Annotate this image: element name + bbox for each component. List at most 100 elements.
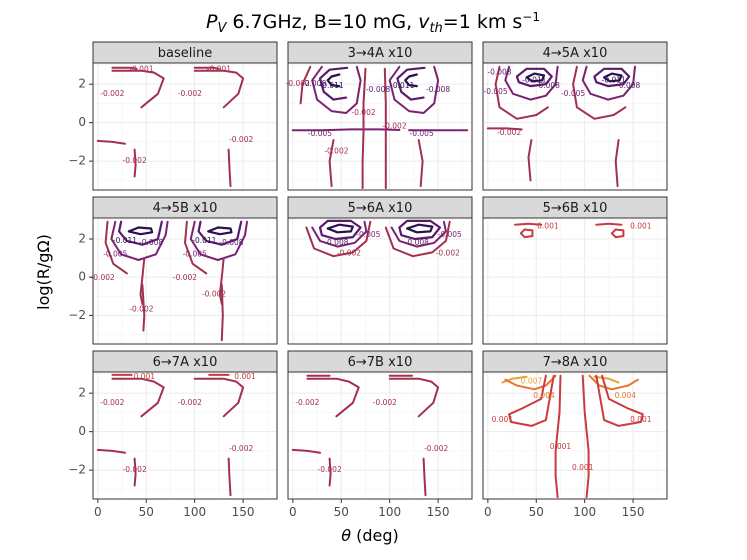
contour-label: 0.001 xyxy=(537,222,559,231)
contour-line xyxy=(388,65,440,114)
x-tick-label: 50 xyxy=(334,505,349,519)
contour-line xyxy=(306,377,360,418)
chart-title: PV 6.7GHz, B=10 mG, vth=1 km s−1 xyxy=(206,10,540,36)
y-tick-label: 2 xyxy=(78,77,86,91)
contour-label: -0.002 xyxy=(337,248,361,257)
strip-background xyxy=(482,196,668,219)
contour-label: -0.005 xyxy=(410,129,434,138)
x-axis-title-symbol: θ xyxy=(341,526,351,545)
contour-line xyxy=(572,65,627,120)
contour-line xyxy=(104,220,128,275)
contour-line xyxy=(318,219,362,241)
strip-background xyxy=(287,350,473,373)
strip-background xyxy=(482,41,668,64)
contour-line xyxy=(593,375,620,384)
contour-line xyxy=(614,139,620,188)
contour-line xyxy=(133,148,137,178)
contour-line xyxy=(406,223,434,234)
contour-line xyxy=(504,65,559,101)
contour-line xyxy=(602,72,623,83)
contour-label: -0.011 xyxy=(390,81,414,90)
contour-label: -0.005 xyxy=(308,129,332,138)
facet-panel: -0.002-0.008-0.011 -0.008 -0.011 -0.008-0.0… xyxy=(286,41,473,191)
contour-line xyxy=(141,283,146,332)
contour-line xyxy=(111,377,165,418)
facet-panel: -0.008 -0.008 -0.005 -0.005 -0.002 -0.002 5→6A… xyxy=(287,196,473,345)
facet-panel: -0.011 -0.011-0.008-0.008 -0.008-0.005 -0.0… xyxy=(482,41,668,191)
contour-line xyxy=(326,73,341,88)
contour-label: -0.008 xyxy=(487,68,511,77)
contour-label: -0.008 xyxy=(324,238,348,247)
contour-label: -0.011 xyxy=(192,236,216,245)
strip-background xyxy=(92,350,278,373)
strip-background xyxy=(287,41,473,64)
contour-label: -0.005 xyxy=(438,230,462,239)
contour-line xyxy=(117,220,163,246)
contour-label: 0.007 xyxy=(521,377,543,386)
contour-label: 0.001 xyxy=(630,222,652,231)
contour-label: 0.001 xyxy=(630,415,652,424)
contour-line xyxy=(588,374,639,391)
strip-label: 6→7B x10 xyxy=(348,355,413,370)
contour-label: -0.008 xyxy=(405,238,429,247)
contour-line xyxy=(111,69,165,109)
contour-line xyxy=(595,374,644,427)
contour-line xyxy=(422,457,427,497)
contour-line xyxy=(207,226,233,236)
contour-label: -0.001 xyxy=(207,65,231,74)
x-axis-title: θ (deg) xyxy=(341,526,399,545)
y-tick-label: 2 xyxy=(78,386,86,400)
contour-label: -0.002 xyxy=(286,79,310,88)
contour-line xyxy=(127,226,154,236)
x-tick-label: 150 xyxy=(232,505,255,519)
title-prefix: P xyxy=(206,11,218,33)
strip-label: 5→6A x10 xyxy=(348,201,413,216)
contour-line xyxy=(610,228,625,239)
y-tick-label: 0 xyxy=(78,270,86,284)
x-tick-label: 0 xyxy=(289,505,297,519)
contour-line xyxy=(291,448,321,454)
y-tick-label: −2 xyxy=(68,154,86,168)
contour-line xyxy=(390,220,447,248)
contour-line xyxy=(486,127,523,131)
contour-line xyxy=(311,220,368,248)
contour-line xyxy=(96,139,126,145)
contour-line xyxy=(581,374,590,499)
contour-line xyxy=(525,72,546,83)
contour-label: -0.005 xyxy=(483,87,507,96)
panel-background xyxy=(483,372,667,499)
contour-label: -0.002 xyxy=(351,108,375,117)
panel-background xyxy=(93,372,277,499)
contour-label: -0.002 xyxy=(173,273,197,282)
contour-line xyxy=(417,139,424,188)
y-tick-label: −2 xyxy=(68,308,86,322)
x-tick-label: 100 xyxy=(183,505,206,519)
facet-panel: -0.002 -0.002 -0.002 -0.002 6→7B x10 0 50 100 15… xyxy=(287,350,473,519)
contour-label: -0.002 xyxy=(373,398,397,407)
x-tick-label: 150 xyxy=(622,505,645,519)
contour-line xyxy=(184,220,208,275)
strip-background xyxy=(482,350,668,373)
contour-line xyxy=(193,66,220,70)
contour-label: -0.002 xyxy=(436,248,460,257)
contour-label: -0.002 xyxy=(178,398,202,407)
contour-label: -0.002 xyxy=(497,128,521,137)
contour-label: -0.005 xyxy=(183,249,207,258)
contour-label: -0.005 xyxy=(561,89,585,98)
contour-label: -0.005 xyxy=(103,249,127,258)
contour-line xyxy=(504,374,557,391)
contour-label: -0.002 xyxy=(295,398,319,407)
contour-label: 0.001 xyxy=(572,463,594,472)
contour-label: 0.004 xyxy=(533,391,555,400)
facet-panel: 0.007 0.004 0.004 0.001 0.001 0.001 0.001 7→8A … xyxy=(482,350,668,519)
contour-line xyxy=(515,67,553,88)
contour-label: 0.001 xyxy=(492,415,514,424)
contour-label: -0.008 xyxy=(366,85,390,94)
contour-label: -0.005 xyxy=(356,230,380,239)
y-tick-label: −2 xyxy=(68,463,86,477)
contour-line xyxy=(581,65,636,101)
contour-label: -0.008 xyxy=(426,85,450,94)
contour-label: -0.002 xyxy=(202,289,226,298)
contour-line xyxy=(197,220,243,246)
